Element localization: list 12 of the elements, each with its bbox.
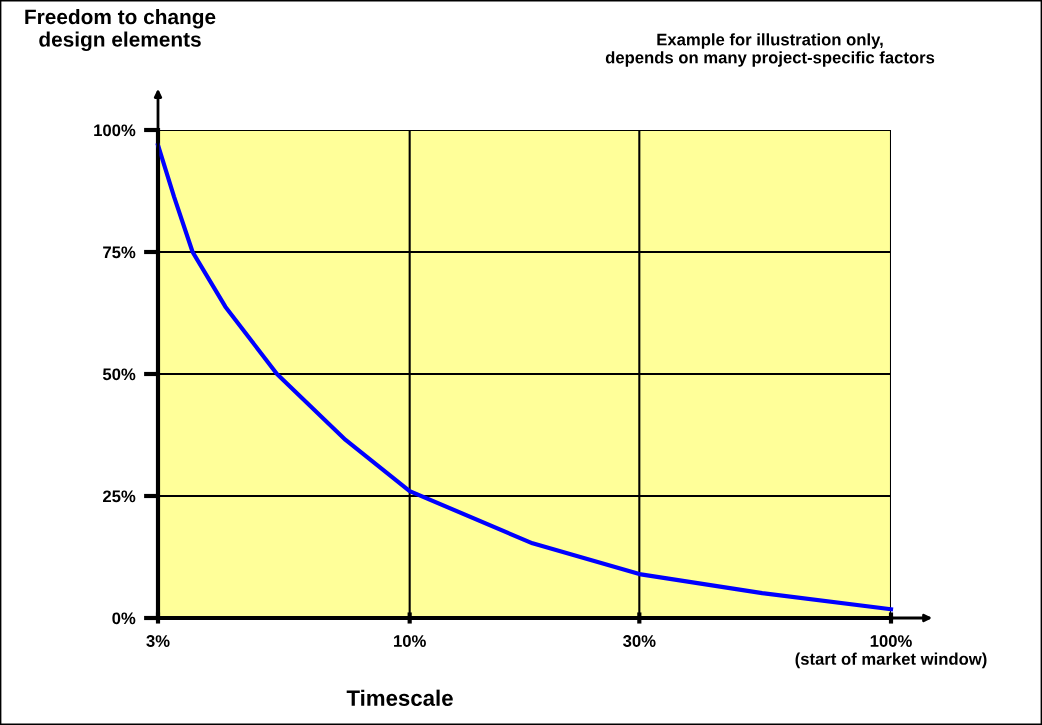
x-tick-label: 10% (394, 635, 426, 647)
y-axis-title: Freedom to change design elements (25, 8, 216, 52)
y-tick-label: 100% (94, 124, 136, 137)
x-axis-title: Timescale (346, 689, 453, 706)
y-tick-label: 25% (103, 490, 136, 503)
x-tick-label: 100% (start of market window) (795, 635, 987, 669)
x-tick-label: 30% (623, 635, 656, 647)
x-tick-label: 3% (146, 635, 170, 647)
y-tick-label: 75% (103, 246, 136, 259)
text: Example for illustration only, depends on many project-specific factors (605, 33, 935, 67)
y-tick-label: 0% (112, 612, 136, 625)
y-tick-label: 50% (102, 368, 136, 381)
